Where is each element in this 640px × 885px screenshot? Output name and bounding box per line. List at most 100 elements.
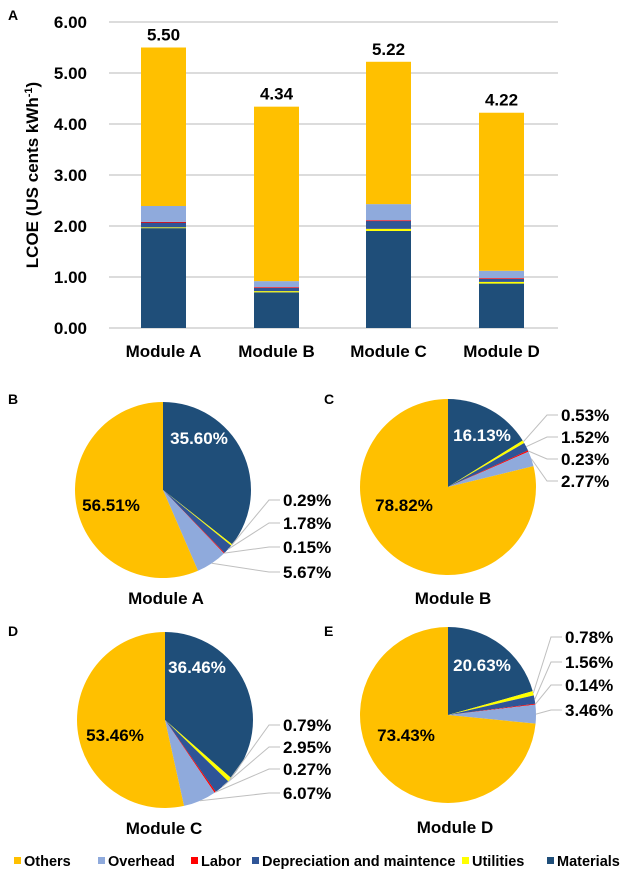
y-tick-label: 5.00 — [54, 64, 87, 83]
leader-line — [534, 661, 562, 700]
pie-slice-labor — [163, 490, 225, 554]
leader-line — [211, 562, 280, 573]
bar-segment-overhead — [141, 206, 186, 222]
bar-segment-utilities — [141, 227, 186, 229]
bar-total-label: 4.34 — [260, 85, 294, 104]
pie-c: C 16.13% 78.82% 0.53% 1.52% 0.23% 2.77% Module … — [324, 391, 609, 608]
legend-swatch — [462, 857, 469, 864]
bar-total-label: 5.22 — [372, 40, 405, 59]
slice-label-overhead: 2.77% — [561, 472, 609, 491]
leader-line — [221, 746, 280, 788]
bar-total-label: 5.50 — [147, 26, 180, 45]
slice-label-materials: 35.60% — [170, 429, 228, 448]
x-tick-label: Module D — [463, 342, 540, 361]
panel-label: E — [324, 623, 333, 639]
pie-slice-labor — [165, 720, 216, 793]
bar-segment-depreciation — [141, 222, 186, 228]
y-tick-label: 0.00 — [54, 319, 87, 338]
bar-segment-depreciation — [254, 287, 299, 292]
y-tick-label: 2.00 — [54, 217, 87, 236]
pie-title: Module C — [126, 819, 203, 838]
pie-slice-overhead — [165, 720, 215, 806]
y-tick-label: 3.00 — [54, 166, 87, 185]
slice-label-overhead: 3.46% — [565, 701, 613, 720]
pie-slice-others — [360, 399, 536, 575]
slice-label-depreciation: 1.56% — [565, 653, 613, 672]
pie-slice-utilities — [448, 691, 534, 715]
panel-label-a: A — [8, 7, 18, 23]
leader-line — [530, 458, 558, 482]
pie-e: E 20.63% 73.43% 0.78% 1.56% 0.14% 3.46% Module … — [324, 623, 613, 837]
legend-label: Utilities — [472, 854, 524, 870]
bar-segment-utilities — [479, 281, 524, 284]
pie-slice-overhead — [448, 451, 534, 487]
pie-slice-materials — [165, 632, 253, 779]
pie-title: Module B — [415, 589, 492, 608]
legend-label: Materials — [557, 854, 620, 870]
leader-line — [215, 768, 280, 793]
pie-b: B 35.60% 56.51% 0.29% 1.78% 0.15% 5.67% Module … — [8, 391, 331, 608]
pie-slice-labor — [448, 450, 529, 487]
pie-slice-others — [75, 402, 198, 578]
legend: Others Overhead Labor Depreciation and main… — [14, 854, 620, 870]
bar-segment-materials — [479, 283, 524, 328]
pie-slice-depreciation — [163, 490, 232, 553]
slice-label-overhead: 6.07% — [283, 784, 331, 803]
slice-label-others: 56.51% — [82, 496, 140, 515]
x-tick-label: Module B — [238, 342, 315, 361]
y-axis-label-main: LCOE (US cents kWh — [23, 97, 42, 268]
pie-slice-materials — [448, 627, 533, 715]
legend-swatch — [98, 857, 105, 864]
slice-label-utilities: 0.78% — [565, 628, 613, 647]
bar-segment-others — [254, 106, 299, 282]
legend-swatch — [191, 857, 198, 864]
bar-segment-labor — [479, 278, 524, 280]
slice-label-labor: 0.27% — [283, 760, 331, 779]
leader-line — [229, 724, 280, 780]
bar-segment-labor — [366, 220, 411, 222]
pie-d: D 36.46% 53.46% 0.79% 2.95% 0.27% 6.07% Module … — [8, 623, 331, 838]
slice-label-others: 78.82% — [375, 496, 433, 515]
slice-label-utilities: 0.53% — [561, 406, 609, 425]
pie-slice-materials — [163, 402, 251, 545]
x-tick-label: Module A — [126, 342, 202, 361]
leader-line — [528, 450, 558, 460]
y-axis-label: LCOE (US cents kWh-1) — [23, 82, 42, 268]
slice-label-labor: 0.14% — [565, 676, 613, 695]
leader-line — [534, 684, 562, 705]
bar-total-label: 4.22 — [485, 91, 518, 110]
legend-label: Overhead — [108, 854, 175, 870]
slice-label-materials: 36.46% — [168, 658, 226, 677]
slice-label-others: 73.43% — [377, 726, 435, 745]
bar-segment-others — [479, 112, 524, 271]
legend-label: Labor — [201, 854, 242, 870]
leader-line — [231, 499, 280, 546]
panel-label: B — [8, 391, 18, 407]
pie-slice-utilities — [163, 490, 233, 546]
pie-slice-overhead — [163, 490, 224, 571]
bar-segment-materials — [254, 292, 299, 328]
slice-label-others: 53.46% — [86, 726, 144, 745]
slice-label-depreciation: 1.78% — [283, 514, 331, 533]
bar-segment-materials — [141, 228, 186, 328]
bar-segment-overhead — [254, 281, 299, 288]
slice-label-materials: 16.13% — [453, 426, 511, 445]
leader-line — [227, 522, 280, 550]
y-tick-label: 1.00 — [54, 268, 87, 287]
legend-swatch — [252, 857, 259, 864]
bar-segment-utilities — [366, 228, 411, 231]
legend-swatch — [14, 857, 21, 864]
pie-slice-utilities — [448, 440, 525, 487]
pie-slice-others — [76, 632, 184, 808]
bar-segment-others — [141, 47, 186, 207]
pie-slice-depreciation — [165, 720, 229, 792]
y-tick-label: 4.00 — [54, 115, 87, 134]
leader-line — [535, 709, 562, 715]
legend-swatch — [547, 857, 554, 864]
y-axis-label-sup: -1 — [23, 87, 35, 97]
pie-slice-utilities — [165, 720, 232, 782]
bar-segment-others — [366, 61, 411, 205]
pie-slice-labor — [448, 703, 536, 715]
bar-segment-utilities — [254, 291, 299, 293]
